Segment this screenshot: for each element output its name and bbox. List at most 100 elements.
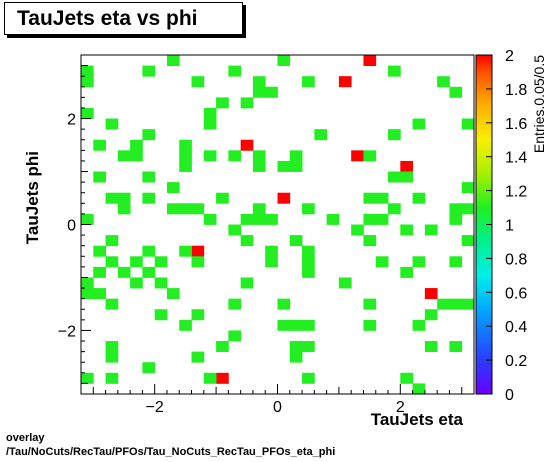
z-tick-label: 0.4	[505, 319, 527, 336]
heatmap-cell	[191, 203, 205, 215]
heatmap-cell	[302, 245, 315, 257]
heatmap-cell	[265, 256, 278, 268]
heatmap-cell	[302, 203, 315, 215]
heatmap-cell	[302, 256, 315, 268]
x-tick-label: −2	[146, 399, 164, 416]
heatmap-cell	[252, 203, 266, 215]
heatmap-cell	[400, 171, 413, 183]
heatmap-cell	[191, 309, 205, 321]
heatmap-cell	[252, 76, 266, 88]
heatmap-cell	[461, 203, 475, 215]
z-tick-label: 0.8	[505, 251, 527, 268]
heatmap-cell	[412, 256, 426, 268]
heatmap-cell	[81, 213, 94, 225]
x-axis-label: TauJets eta	[371, 410, 464, 429]
heatmap-cell	[424, 288, 438, 300]
heatmap-cell	[326, 213, 340, 225]
heatmap-cell	[203, 150, 217, 162]
heatmap-cell	[277, 319, 291, 331]
heatmap-cell	[265, 245, 278, 257]
heatmap-cell	[142, 192, 156, 204]
heatmap-cell	[142, 129, 156, 141]
heatmap-cell	[412, 319, 426, 331]
heatmap-cell	[130, 256, 143, 268]
heatmap-cell	[400, 224, 413, 236]
heatmap-cell	[252, 213, 266, 225]
heatmap-cell	[412, 192, 426, 204]
z-tick-label: 1.2	[505, 184, 527, 201]
y-tick-label: −2	[58, 323, 76, 340]
heatmap-cell	[191, 351, 205, 363]
heatmap-cell	[117, 192, 131, 204]
heatmap-cell	[93, 171, 106, 183]
heatmap-cell	[81, 288, 94, 300]
title-box: TauJets eta vs phi	[4, 2, 243, 35]
heatmap-cell	[375, 192, 389, 204]
heatmap-cell	[203, 372, 217, 384]
heatmap-cell	[289, 235, 303, 247]
y-axis-label: TauJets phi	[23, 151, 42, 244]
heatmap-cell	[363, 298, 377, 310]
color-scale-axis: 0 0.2 0.4 0.6 0.8 1 1.2 1.4 1.6 1.8 2	[486, 48, 527, 404]
heatmap-cell	[302, 341, 315, 353]
heatmap-cell	[388, 203, 401, 215]
heatmap-cell	[314, 129, 328, 141]
heatmap-cell	[289, 341, 303, 353]
heatmap-cells	[81, 55, 475, 395]
heatmap-cell	[375, 256, 389, 268]
z-tick-label: 0.2	[505, 353, 527, 370]
heatmap-cell	[277, 192, 291, 204]
heatmap-cell	[105, 118, 119, 130]
heatmap-cell	[105, 192, 119, 204]
heatmap-cell	[216, 97, 229, 109]
heatmap-cell	[117, 150, 131, 162]
heatmap-cell	[461, 182, 475, 194]
heatmap-cell	[289, 319, 303, 331]
heatmap-cell	[240, 97, 254, 109]
heatmap-cell	[130, 150, 143, 162]
heatmap-cell	[203, 213, 217, 225]
heatmap-cell	[105, 351, 119, 363]
heatmap-cell	[154, 277, 168, 289]
heatmap-cell	[289, 351, 303, 363]
heatmap-cell	[117, 266, 131, 278]
heatmap-cell	[412, 383, 426, 395]
heatmap-cell	[166, 203, 180, 215]
heatmap-cell	[93, 266, 106, 278]
y-tick-label: 2	[67, 112, 76, 129]
z-tick-label: 1.6	[505, 116, 527, 133]
heatmap-cell	[166, 55, 180, 66]
heatmap-cell	[228, 330, 242, 342]
heatmap-cell	[179, 150, 192, 162]
heatmap-cell	[265, 213, 278, 225]
heatmap-cell	[228, 298, 242, 310]
heatmap-cell	[424, 309, 438, 321]
heatmap-cell	[302, 266, 315, 278]
chart-title: TauJets eta vs phi	[17, 7, 198, 30]
heatmap-cell	[289, 160, 303, 172]
heatmap-cell	[81, 76, 94, 88]
heatmap-cell	[363, 55, 377, 66]
heatmap-cell	[351, 150, 364, 162]
z-tick-label: 0	[505, 387, 514, 404]
heatmap-cell	[142, 245, 156, 257]
heatmap-cell	[449, 213, 463, 225]
heatmap-cell	[461, 298, 475, 310]
heatmap-cell	[93, 139, 106, 151]
heatmap-cell	[105, 235, 119, 247]
heatmap-cell	[424, 224, 438, 236]
heatmap-cell	[117, 203, 131, 215]
heatmap-cell	[216, 192, 229, 204]
heatmap-cell	[228, 224, 242, 236]
heatmap-cell	[252, 86, 266, 98]
heatmap-cell	[363, 150, 377, 162]
heatmap-cell	[228, 150, 242, 162]
heatmap-cell	[130, 139, 143, 151]
footer-overlay: overlay	[6, 432, 45, 444]
heatmap-cell	[166, 182, 180, 194]
heatmap-cell	[437, 298, 450, 310]
heatmap-cell	[191, 256, 205, 268]
heatmap-cell	[277, 55, 291, 66]
heatmap-cell	[302, 76, 315, 88]
